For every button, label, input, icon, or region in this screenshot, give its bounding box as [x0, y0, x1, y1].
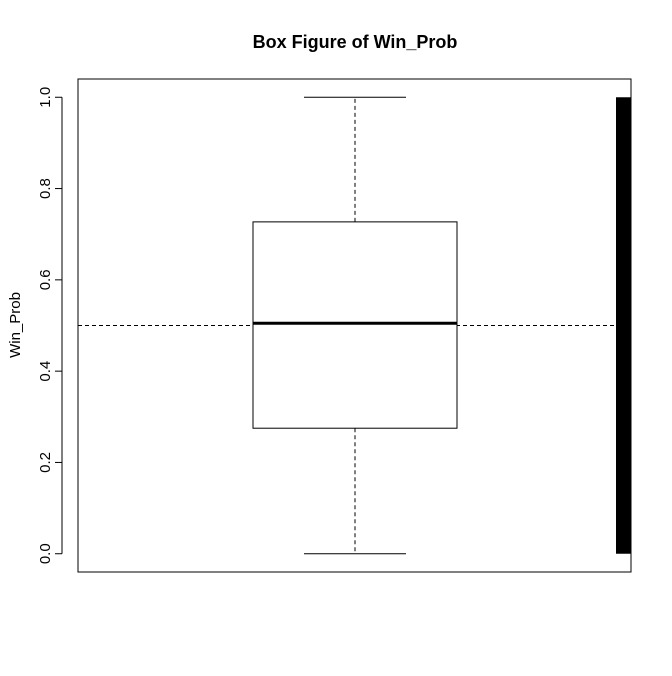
y-tick-label: 0.8 — [37, 178, 54, 199]
right-bar — [616, 97, 631, 554]
chart-title: Box Figure of Win_Prob — [253, 32, 458, 52]
box-group — [78, 96, 631, 555]
y-tick-label: 0.2 — [37, 452, 54, 473]
y-axis: 0.0 0.2 0.4 0.6 0.8 1.0 — [37, 87, 63, 564]
iqr-box — [252, 221, 458, 429]
y-tick-label: 0.6 — [37, 269, 54, 290]
y-tick-label: 0.4 — [37, 361, 54, 382]
y-axis-label: Win_Prob — [7, 292, 24, 358]
y-tick-label: 0.0 — [37, 543, 54, 564]
y-tick-label: 1.0 — [37, 87, 54, 108]
